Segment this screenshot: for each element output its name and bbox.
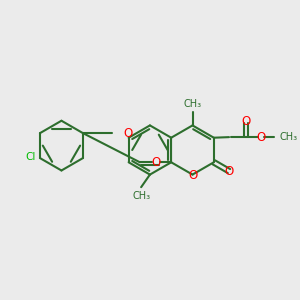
Text: O: O bbox=[224, 165, 234, 178]
Text: O: O bbox=[124, 127, 133, 140]
Text: O: O bbox=[256, 130, 266, 144]
Text: O: O bbox=[188, 169, 198, 182]
Text: CH₃: CH₃ bbox=[280, 132, 298, 142]
Text: CH₃: CH₃ bbox=[183, 99, 202, 109]
Text: CH₃: CH₃ bbox=[132, 191, 150, 201]
Text: O: O bbox=[152, 156, 160, 169]
Text: Cl: Cl bbox=[26, 152, 36, 162]
Text: O: O bbox=[242, 115, 250, 128]
